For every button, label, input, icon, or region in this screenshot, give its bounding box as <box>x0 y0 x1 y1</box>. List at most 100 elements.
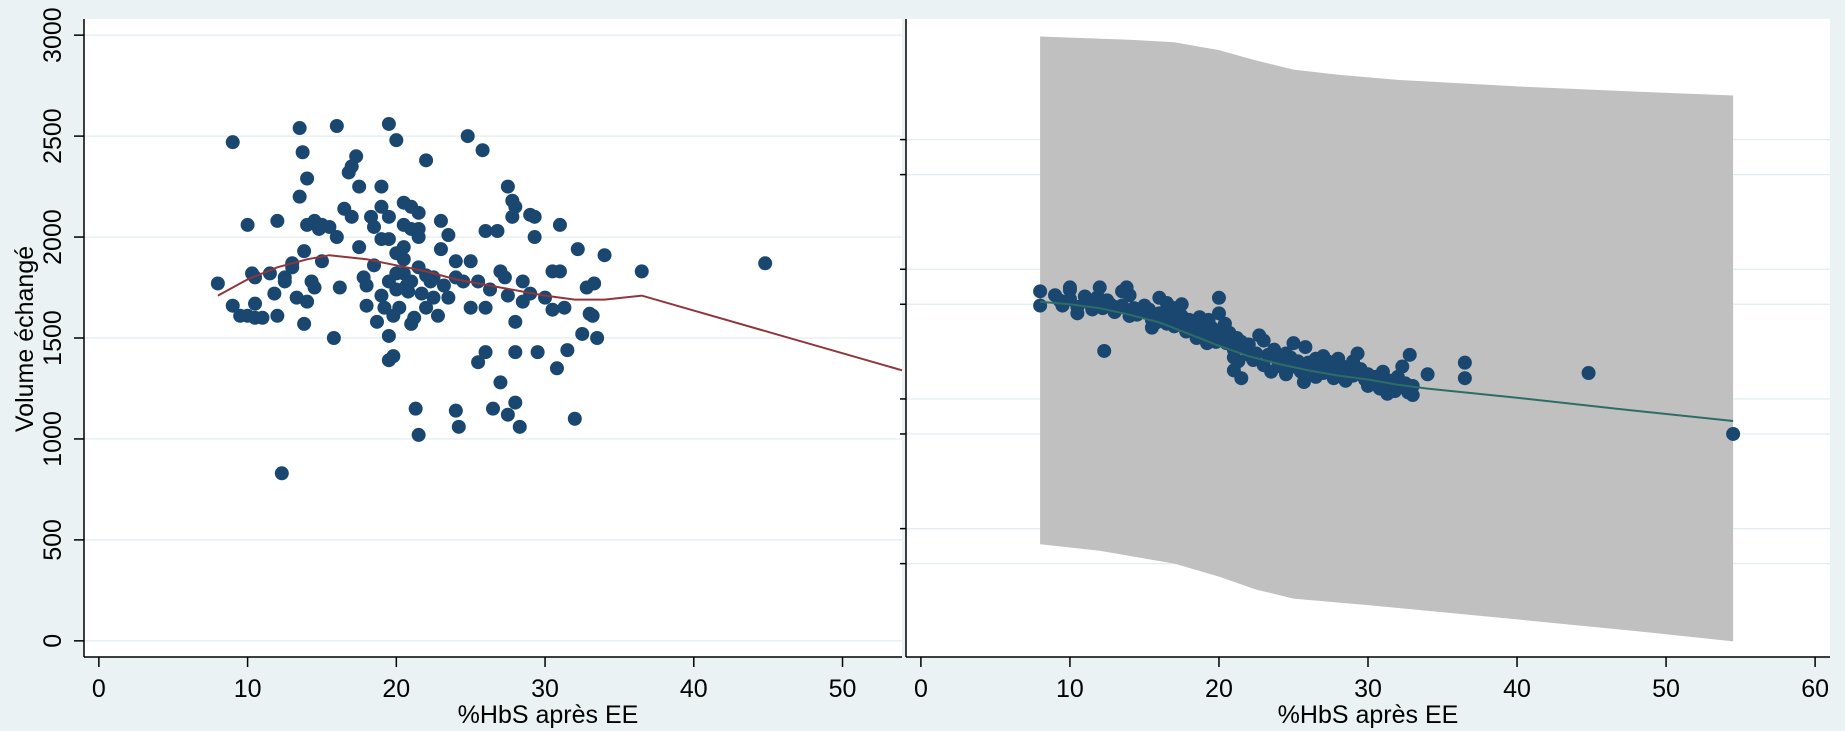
left-data-point <box>500 179 515 194</box>
right-x-tick-label: 0 <box>914 675 928 703</box>
left-data-point <box>549 361 564 376</box>
left-data-point <box>396 252 411 267</box>
left-data-point <box>255 310 270 325</box>
left-x-axis-title: %HbS après EE <box>458 701 639 729</box>
left-data-point <box>512 419 527 434</box>
left-y-tick-label: 0 <box>39 634 67 648</box>
left-data-point <box>381 232 396 247</box>
left-data-point <box>392 300 407 315</box>
left-data-point <box>225 298 240 313</box>
left-data-point <box>377 300 392 315</box>
left-data-point <box>270 308 285 323</box>
left-data-point <box>414 286 429 301</box>
right-data-point <box>1457 355 1472 370</box>
left-data-point <box>352 179 367 194</box>
left-y-tick-label: 1500 <box>39 310 67 366</box>
left-y-axis-title: Volume échangé <box>11 246 39 432</box>
right-data-point <box>1234 371 1249 386</box>
right-data-point <box>1070 306 1085 321</box>
left-data-point <box>374 179 389 194</box>
left-data-point <box>332 280 347 295</box>
left-data-point <box>426 290 441 305</box>
left-x-tick-label: 10 <box>234 675 262 703</box>
left-x-tick-label: 20 <box>382 675 410 703</box>
left-data-point <box>500 288 515 303</box>
right-data-point <box>1033 298 1048 313</box>
left-data-point <box>545 302 560 317</box>
left-data-point <box>508 199 523 214</box>
left-data-point <box>359 278 374 293</box>
left-data-point <box>369 314 384 329</box>
right-x-tick-label: 20 <box>1205 675 1233 703</box>
right-x-tick-label: 30 <box>1354 675 1382 703</box>
left-data-point <box>497 270 512 285</box>
left-data-point <box>500 407 515 422</box>
left-y-tick-label: 2500 <box>39 108 67 164</box>
left-data-point <box>419 153 434 168</box>
left-data-point <box>471 274 486 289</box>
right-points <box>1033 280 1741 441</box>
left-data-point <box>463 254 478 269</box>
right-x-tick-label: 60 <box>1801 675 1829 703</box>
left-data-point <box>560 343 575 358</box>
left-data-point <box>448 403 463 418</box>
right-data-point <box>1395 359 1410 374</box>
left-data-point <box>292 189 307 204</box>
right-data-point <box>1231 354 1246 369</box>
left-data-point <box>471 355 486 370</box>
left-data-point <box>441 290 456 305</box>
right-x-axis-title: %HbS après EE <box>1278 701 1459 729</box>
left-data-point <box>463 300 478 315</box>
right-data-point <box>1097 343 1112 358</box>
left-data-point <box>349 149 364 164</box>
left-data-point <box>460 129 475 144</box>
left-data-point <box>436 278 451 293</box>
left-data-point <box>359 298 374 313</box>
left-data-point <box>326 331 341 345</box>
left-data-point <box>597 248 612 263</box>
left-data-point <box>329 119 344 134</box>
left-data-point <box>587 276 602 291</box>
right-fit-line <box>1040 300 1734 422</box>
left-data-point <box>478 300 493 315</box>
left-data-point <box>300 294 315 309</box>
left-fit-line <box>217 254 903 372</box>
left-data-point <box>570 242 585 257</box>
left-data-point <box>552 217 567 232</box>
left-data-point <box>381 209 396 224</box>
right-data-point <box>1726 426 1741 441</box>
left-data-point <box>515 274 530 289</box>
left-data-point <box>538 290 553 305</box>
right-data-point <box>1457 371 1472 386</box>
left-data-point <box>344 209 359 224</box>
left-y-tick-label: 500 <box>39 519 67 561</box>
right-data-point <box>1033 284 1048 299</box>
left-data-point <box>274 466 289 481</box>
left-data-point <box>404 274 419 289</box>
left-data-point <box>585 308 600 323</box>
right-confidence-band <box>1040 36 1734 642</box>
left-data-point <box>352 240 367 255</box>
left-data-point <box>240 217 255 232</box>
left-data-point <box>430 308 445 323</box>
left-data-point <box>396 240 411 255</box>
left-data-point <box>441 228 456 243</box>
left-data-point <box>210 276 225 291</box>
left-data-point <box>508 345 523 360</box>
right-data-point <box>1296 375 1311 390</box>
left-y-tick-label: 1000 <box>39 411 67 467</box>
right-data-point <box>1581 366 1596 381</box>
right-data-point <box>1420 367 1435 382</box>
left-data-point <box>374 199 389 214</box>
right-data-point <box>1211 290 1226 305</box>
left-x-tick-label: 30 <box>531 675 559 703</box>
left-data-point <box>575 326 590 341</box>
left-data-point <box>411 230 426 245</box>
left-data-point <box>590 331 605 345</box>
right-x-tick-label: 50 <box>1652 675 1680 703</box>
right-data-point <box>1402 347 1417 362</box>
right-data-point <box>1122 288 1137 303</box>
right-data-point <box>1092 280 1107 295</box>
left-gridlines <box>84 34 902 642</box>
